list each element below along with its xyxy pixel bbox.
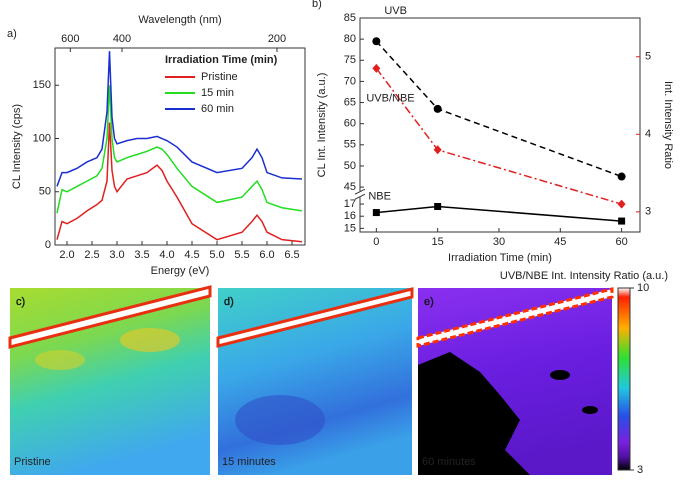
series-label: UVB bbox=[384, 5, 407, 17]
y2-tick-label: 5 bbox=[645, 51, 651, 63]
marker bbox=[372, 37, 381, 46]
x-axis-label: Irradiation Time (min) bbox=[448, 252, 552, 264]
map-label: e) bbox=[424, 296, 434, 308]
marker bbox=[433, 104, 442, 113]
x-tick-label: 4.5 bbox=[184, 249, 199, 261]
axis-break bbox=[354, 188, 366, 195]
y2-tick-label: 3 bbox=[645, 206, 651, 218]
legend-title: Irradiation Time (min) bbox=[165, 54, 278, 66]
y-tick-label: 55 bbox=[344, 139, 356, 151]
axis-break bbox=[354, 193, 366, 200]
map-caption: 60 minutes bbox=[422, 456, 476, 468]
y-tick-label: 75 bbox=[344, 54, 356, 66]
marker bbox=[618, 217, 626, 225]
x-tick-label: 5.0 bbox=[209, 249, 224, 261]
x-axis-label: Energy (eV) bbox=[151, 265, 210, 277]
x-tick-label: 30 bbox=[493, 236, 505, 248]
x-tick-label: 4.0 bbox=[159, 249, 174, 261]
plot-frame bbox=[359, 17, 641, 233]
x-tick-label: 15 bbox=[432, 236, 444, 248]
x-tick-label: 5.5 bbox=[234, 249, 249, 261]
y-tick-label: 17 bbox=[344, 198, 356, 210]
marker bbox=[433, 145, 442, 155]
x-tick-label: 3.0 bbox=[109, 249, 124, 261]
x-tick-label: 2.5 bbox=[84, 249, 99, 261]
legend-label: 15 min bbox=[201, 87, 234, 99]
y-tick-label: 70 bbox=[344, 75, 356, 87]
y-tick-label: 50 bbox=[39, 186, 51, 198]
map-caption: Pristine bbox=[14, 456, 51, 468]
colorbar bbox=[617, 287, 631, 471]
y-tick-label: 15 bbox=[344, 222, 356, 234]
colorbar-title: UVB/NBE Int. Intensity Ratio (a.u.) bbox=[500, 270, 668, 282]
x2-tick-label: 200 bbox=[268, 33, 286, 45]
y-tick-label: 0 bbox=[45, 239, 51, 251]
y2-axis-label: Int. Intensity Ratio bbox=[662, 81, 674, 169]
map-c bbox=[8, 285, 212, 475]
series-line bbox=[56, 85, 303, 214]
marker bbox=[372, 209, 380, 217]
marker bbox=[617, 199, 626, 209]
x-tick-label: 45 bbox=[554, 236, 566, 248]
y-tick-label: 50 bbox=[344, 160, 356, 172]
legend-label: 60 min bbox=[201, 103, 234, 115]
y-tick-label: 45 bbox=[344, 181, 356, 193]
x-tick-label: 0 bbox=[373, 236, 379, 248]
map-caption: 15 minutes bbox=[222, 456, 276, 468]
series-label: NBE bbox=[368, 190, 391, 202]
marker bbox=[434, 202, 442, 210]
x-tick-label: 60 bbox=[615, 236, 627, 248]
colorbar-tick-label: 10 bbox=[637, 282, 649, 294]
x-tick-label: 3.5 bbox=[134, 249, 149, 261]
y-tick-label: 16 bbox=[344, 210, 356, 222]
x2-tick-label: 400 bbox=[113, 33, 131, 45]
axis-break bbox=[357, 191, 364, 198]
series-line bbox=[375, 40, 622, 178]
colorbar-tick-label: 3 bbox=[637, 464, 643, 476]
series-line bbox=[56, 122, 303, 243]
series-line bbox=[375, 67, 622, 205]
y-axis-label: CL Int. Intensity (a.u.) bbox=[316, 73, 328, 178]
series-line bbox=[56, 51, 303, 187]
y-tick-label: 100 bbox=[33, 132, 51, 144]
marker bbox=[617, 172, 626, 181]
legend-label: Pristine bbox=[201, 71, 238, 83]
x2-axis-label: Wavelength (nm) bbox=[138, 14, 221, 26]
panel-label: b) bbox=[312, 0, 322, 10]
x-tick-label: 6.5 bbox=[284, 249, 299, 261]
x-tick-label: 2.0 bbox=[59, 249, 74, 261]
y-tick-label: 80 bbox=[344, 33, 356, 45]
y-tick-label: 65 bbox=[344, 96, 356, 108]
y-tick-label: 150 bbox=[33, 79, 51, 91]
y-tick-label: 85 bbox=[344, 12, 356, 24]
x-tick-label: 6.0 bbox=[259, 249, 274, 261]
y-axis-label: CL Intensity (cps) bbox=[11, 104, 23, 189]
series-line bbox=[376, 205, 622, 222]
x2-tick-label: 600 bbox=[61, 33, 79, 45]
map-d bbox=[216, 287, 414, 475]
series-label: UVB/NBE bbox=[366, 92, 414, 104]
map-label: d) bbox=[224, 296, 234, 308]
y2-tick-label: 4 bbox=[645, 128, 651, 140]
map-e bbox=[416, 287, 614, 475]
y-tick-label: 60 bbox=[344, 118, 356, 130]
map-label: c) bbox=[16, 296, 25, 308]
plot-frame bbox=[54, 47, 306, 246]
marker bbox=[372, 63, 381, 73]
panel-label: a) bbox=[7, 28, 17, 40]
